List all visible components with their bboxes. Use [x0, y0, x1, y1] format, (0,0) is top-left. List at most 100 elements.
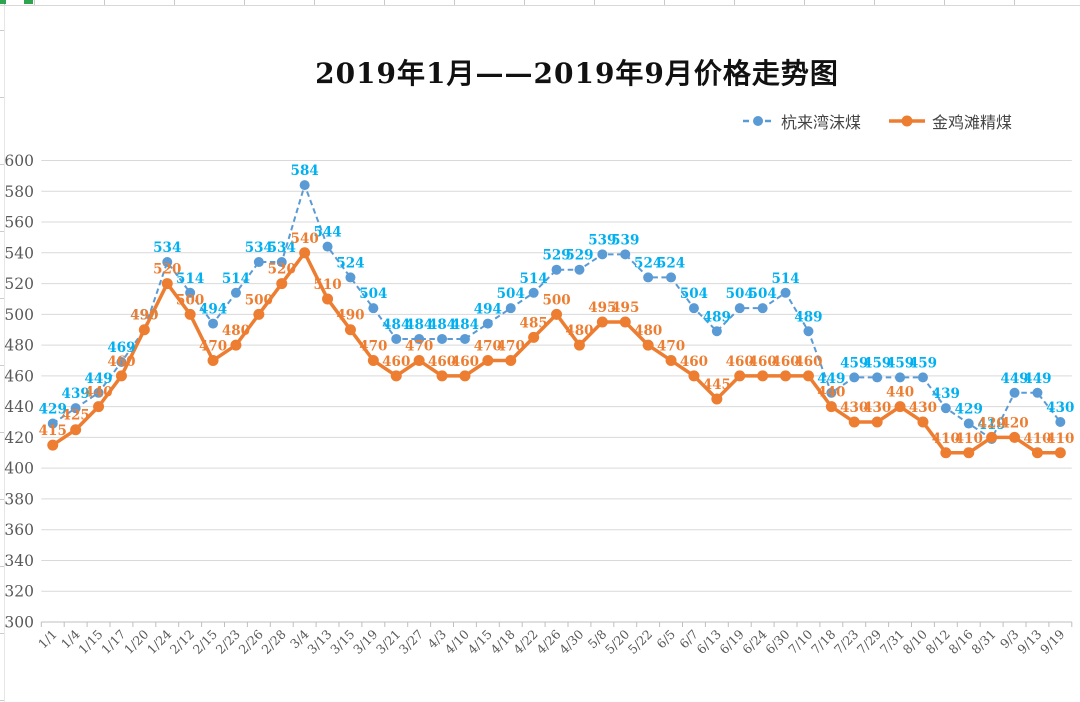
svg-text:410: 410: [932, 431, 960, 447]
svg-text:544: 544: [313, 225, 341, 241]
spreadsheet-top-edge: [0, 0, 1080, 6]
svg-text:490: 490: [130, 308, 158, 324]
svg-text:480: 480: [4, 337, 34, 355]
svg-text:580: 580: [4, 183, 34, 201]
svg-text:480: 480: [565, 323, 593, 339]
legend-item-hanglaiwan[interactable]: 杭来湾沫煤: [742, 109, 861, 133]
svg-text:504: 504: [359, 286, 387, 302]
svg-text:484: 484: [428, 317, 456, 333]
svg-text:520: 520: [268, 262, 296, 278]
svg-text:470: 470: [474, 338, 502, 354]
svg-text:460: 460: [451, 354, 479, 370]
svg-text:470: 470: [657, 338, 685, 354]
svg-text:460: 460: [107, 354, 135, 370]
svg-text:495: 495: [588, 300, 616, 316]
svg-text:484: 484: [382, 317, 410, 333]
svg-text:420: 420: [4, 429, 34, 447]
legend-label: 杭来湾沫煤: [781, 113, 862, 132]
series-金鸡滩精煤[interactable]: [47, 247, 1066, 459]
svg-text:459: 459: [909, 355, 937, 371]
svg-text:3/27: 3/27: [396, 626, 426, 656]
svg-text:494: 494: [199, 302, 227, 318]
svg-text:484: 484: [451, 317, 479, 333]
svg-text:7/18: 7/18: [808, 626, 838, 656]
svg-text:514: 514: [176, 271, 204, 287]
svg-text:3/21: 3/21: [373, 627, 403, 657]
chart-title: 2019年1月——2019年9月价格走势图: [315, 57, 839, 90]
svg-text:439: 439: [62, 386, 90, 402]
svg-text:529: 529: [542, 248, 570, 264]
svg-text:534: 534: [153, 240, 181, 256]
svg-text:430: 430: [840, 400, 868, 416]
svg-text:7/29: 7/29: [854, 626, 884, 656]
svg-text:500: 500: [4, 306, 34, 324]
svg-text:460: 460: [382, 354, 410, 370]
svg-text:529: 529: [565, 248, 593, 264]
svg-text:489: 489: [794, 309, 822, 325]
svg-text:470: 470: [497, 338, 525, 354]
svg-text:504: 504: [497, 286, 525, 302]
svg-text:419: 419: [978, 417, 1006, 433]
svg-text:1/24: 1/24: [144, 626, 174, 656]
svg-text:460: 460: [771, 354, 799, 370]
svg-text:540: 540: [291, 231, 319, 247]
svg-text:449: 449: [817, 371, 845, 387]
svg-text:485: 485: [520, 315, 548, 331]
svg-text:584: 584: [291, 163, 319, 179]
svg-text:469: 469: [107, 340, 135, 356]
svg-text:524: 524: [657, 255, 685, 271]
svg-text:514: 514: [771, 271, 799, 287]
legend-item-jinjitan[interactable]: 金鸡滩精煤: [889, 109, 1012, 133]
svg-text:415: 415: [39, 423, 67, 439]
svg-text:420: 420: [978, 415, 1006, 431]
svg-text:440: 440: [84, 385, 112, 401]
svg-text:4/10: 4/10: [442, 626, 472, 656]
svg-text:1/20: 1/20: [121, 626, 151, 656]
svg-text:8/31: 8/31: [968, 627, 998, 657]
svg-text:6/19: 6/19: [716, 626, 746, 656]
series-杭来湾沫煤[interactable]: [47, 180, 1066, 444]
svg-text:460: 460: [680, 354, 708, 370]
svg-text:3/13: 3/13: [304, 626, 334, 656]
svg-text:504: 504: [680, 286, 708, 302]
svg-text:494: 494: [474, 302, 502, 318]
svg-text:520: 520: [153, 262, 181, 278]
svg-text:534: 534: [268, 240, 296, 256]
svg-text:504: 504: [726, 286, 754, 302]
svg-text:300: 300: [4, 614, 34, 632]
svg-text:460: 460: [428, 354, 456, 370]
svg-text:429: 429: [955, 402, 983, 418]
svg-text:320: 320: [4, 583, 34, 601]
svg-text:6/30: 6/30: [762, 626, 792, 656]
solid-line-marker-icon: [889, 115, 926, 127]
svg-text:460: 460: [794, 354, 822, 370]
svg-text:2/15: 2/15: [190, 627, 220, 657]
svg-text:2/23: 2/23: [213, 626, 243, 656]
svg-text:440: 440: [817, 385, 845, 401]
svg-text:340: 340: [4, 552, 34, 570]
svg-text:539: 539: [611, 232, 639, 248]
svg-text:6/13: 6/13: [694, 626, 724, 656]
y-gridlines: [41, 160, 1072, 623]
sheet-selection-green-mark: [24, 0, 33, 4]
svg-text:2/28: 2/28: [258, 626, 288, 656]
svg-text:504: 504: [749, 286, 777, 302]
svg-text:1/1: 1/1: [35, 627, 60, 652]
svg-text:440: 440: [886, 385, 914, 401]
svg-text:410: 410: [1023, 431, 1051, 447]
svg-text:1/15: 1/15: [75, 627, 105, 657]
sheet-selection-green-mark: [0, 0, 6, 4]
legend-label: 金鸡滩精煤: [932, 113, 1013, 132]
svg-text:420: 420: [1000, 415, 1028, 431]
svg-text:480: 480: [222, 323, 250, 339]
svg-text:534: 534: [245, 240, 273, 256]
svg-text:495: 495: [611, 300, 639, 316]
svg-text:5/22: 5/22: [625, 627, 655, 657]
svg-text:9/19: 9/19: [1037, 626, 1067, 656]
svg-text:449: 449: [1023, 371, 1051, 387]
svg-text:7/23: 7/23: [831, 626, 861, 656]
svg-text:4/15: 4/15: [465, 627, 495, 657]
svg-text:3/15: 3/15: [327, 627, 357, 657]
svg-text:430: 430: [909, 400, 937, 416]
